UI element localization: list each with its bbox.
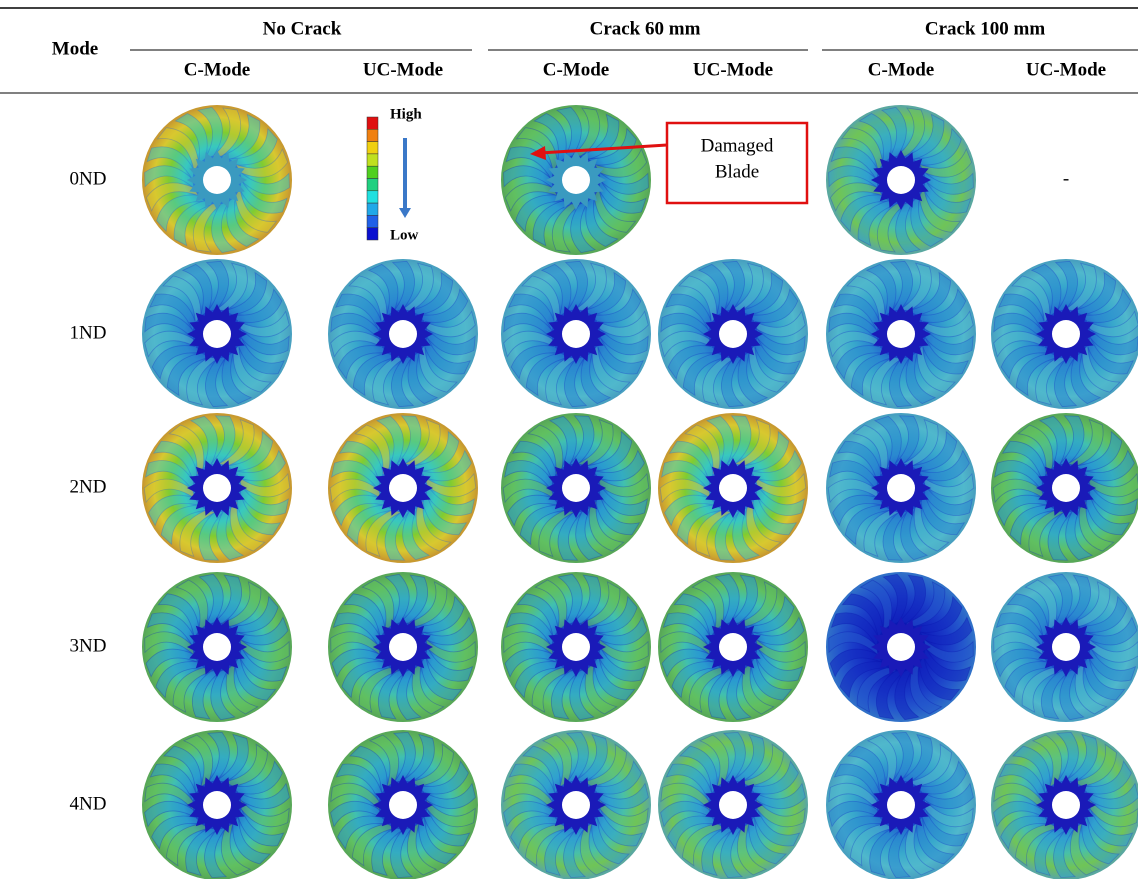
- mode-shape-image: [501, 571, 651, 723]
- legend-swatch: [367, 154, 378, 166]
- bore: [562, 166, 590, 194]
- bore: [719, 474, 747, 502]
- bore: [1052, 791, 1080, 819]
- legend-swatch: [367, 179, 378, 191]
- mode-shape-image: [327, 413, 478, 563]
- sub-header: C-Mode: [184, 59, 250, 80]
- sub-header: UC-Mode: [693, 59, 773, 80]
- legend-arrowhead: [399, 208, 411, 218]
- mode-shape-image: [141, 259, 292, 410]
- bore: [203, 474, 231, 502]
- sub-header: C-Mode: [868, 59, 934, 80]
- mode-shape-image: [825, 730, 976, 879]
- bore: [887, 791, 915, 819]
- legend-swatch: [367, 215, 378, 227]
- mode-shape-image: [500, 730, 651, 879]
- mode-shape-image: [990, 413, 1138, 563]
- bore: [1052, 633, 1080, 661]
- legend-swatch: [367, 228, 378, 240]
- mode-shape-image: [657, 413, 808, 563]
- bore: [887, 474, 915, 502]
- bore: [887, 633, 915, 661]
- mode-shape-image: [990, 730, 1138, 879]
- bore: [389, 633, 417, 661]
- mode-shape-image: [328, 571, 478, 723]
- mode-shape-image: [826, 571, 976, 723]
- mode-shape-image: [657, 259, 808, 410]
- legend-swatch: [367, 166, 378, 178]
- bore: [887, 320, 915, 348]
- bore: [719, 320, 747, 348]
- legend-swatch: [367, 117, 378, 129]
- mode-shape-image: [500, 413, 651, 563]
- bore: [1052, 320, 1080, 348]
- empty-cell: -: [1063, 168, 1069, 189]
- bore: [562, 791, 590, 819]
- mode-shape-image: [141, 730, 292, 879]
- bore: [562, 320, 590, 348]
- bore: [203, 166, 231, 194]
- bore: [562, 474, 590, 502]
- bore: [562, 633, 590, 661]
- bore: [389, 791, 417, 819]
- bore: [203, 791, 231, 819]
- legend-swatch: [367, 203, 378, 215]
- bore: [389, 320, 417, 348]
- mode-shape-image: [501, 104, 651, 256]
- bore: [887, 166, 915, 194]
- mode-shape-image: [991, 571, 1138, 723]
- table-figure: Mode No Crack Crack 60 mm Crack 100 mm C…: [0, 0, 1138, 879]
- bore: [203, 633, 231, 661]
- legend-swatch: [367, 191, 378, 203]
- bore: [389, 474, 417, 502]
- annotation-line: Damaged: [701, 135, 774, 156]
- bore: [719, 791, 747, 819]
- legend-swatch: [367, 142, 378, 154]
- color-legend: [367, 117, 378, 240]
- mode-shape-image: [990, 259, 1138, 410]
- group-header: No Crack: [263, 18, 342, 39]
- legend-low: Low: [390, 227, 419, 243]
- mode-shape-image: [826, 104, 976, 256]
- row-label: 1ND: [70, 322, 107, 343]
- mode-shape-image: [500, 259, 651, 410]
- mode-shape-image: [657, 730, 808, 879]
- group-header: Crack 100 mm: [925, 18, 1045, 39]
- mode-shape-image: [825, 413, 976, 563]
- mode-header: Mode: [52, 38, 98, 59]
- bore: [719, 633, 747, 661]
- mode-shape-image: [142, 104, 292, 256]
- sub-header: UC-Mode: [1026, 59, 1106, 80]
- sub-header: C-Mode: [543, 59, 609, 80]
- annotation-line: Blade: [715, 161, 759, 182]
- mode-shape-image: [825, 259, 976, 410]
- row-label: 4ND: [70, 793, 107, 814]
- mode-shape-image: [141, 413, 292, 563]
- legend-swatch: [367, 129, 378, 141]
- mode-shape-image: [142, 571, 292, 723]
- bore: [203, 320, 231, 348]
- mode-shape-image: [327, 259, 478, 410]
- row-label: 2ND: [70, 476, 107, 497]
- mode-shape-image: [658, 571, 808, 723]
- sub-header: UC-Mode: [363, 59, 443, 80]
- row-label: 3ND: [70, 635, 107, 656]
- legend-high: High: [390, 106, 422, 122]
- row-label: 0ND: [70, 168, 107, 189]
- bore: [1052, 474, 1080, 502]
- mode-shape-image: [327, 730, 478, 879]
- group-header: Crack 60 mm: [590, 18, 701, 39]
